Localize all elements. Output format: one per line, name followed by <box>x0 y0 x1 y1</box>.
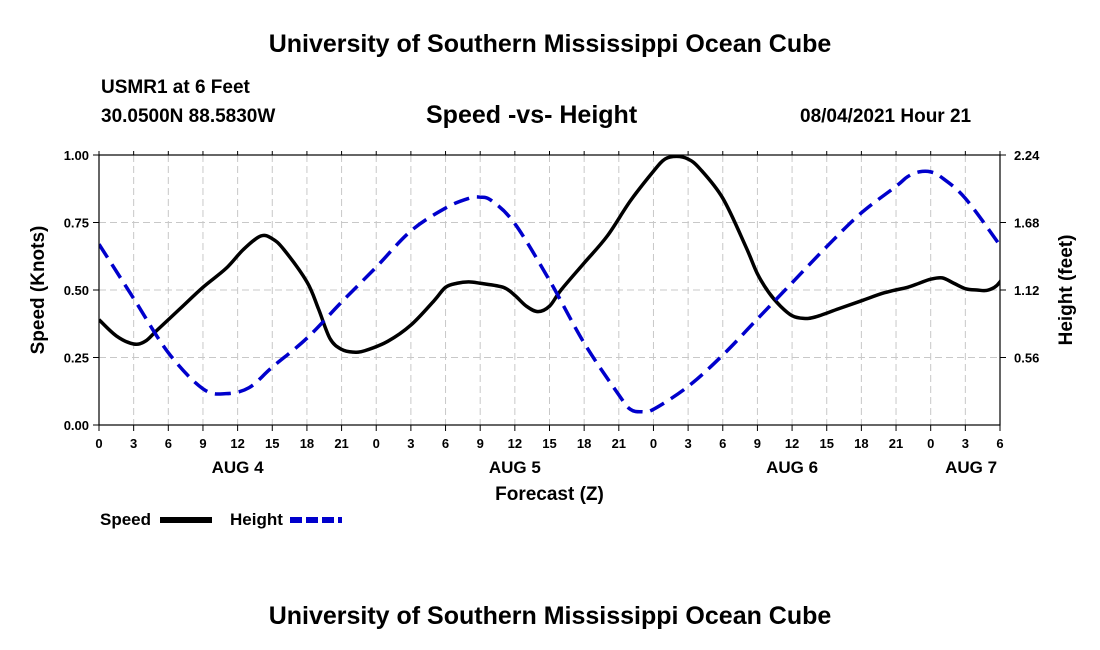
x-tick-label: 0 <box>650 436 657 451</box>
y-left-tick-label: 1.00 <box>64 148 89 163</box>
x-tick-label: 18 <box>300 436 314 451</box>
y-right-tick-label: 0.56 <box>1014 351 1039 366</box>
y-right-tick-label: 1.68 <box>1014 216 1039 231</box>
x-tick-label: 21 <box>889 436 903 451</box>
day-label: AUG 6 <box>766 458 818 477</box>
speed-line <box>99 154 1000 354</box>
x-tick-label: 9 <box>477 436 484 451</box>
series-lines <box>99 154 1000 414</box>
legend: Speed Height <box>100 510 342 529</box>
x-tick-label: 18 <box>577 436 591 451</box>
day-label: AUG 5 <box>489 458 541 477</box>
station-label: USMR1 at 6 Feet <box>101 77 250 98</box>
x-tick-label: 3 <box>130 436 137 451</box>
x-tick-label: 6 <box>996 436 1003 451</box>
forecast-datetime: 08/04/2021 Hour 21 <box>800 106 972 127</box>
x-tick-label: 6 <box>719 436 726 451</box>
top-title: University of Southern Mississippi Ocean… <box>268 30 832 58</box>
x-axis-label: Forecast (Z) <box>495 484 604 505</box>
chart-title: Speed -vs- Height <box>426 101 638 129</box>
y-left-tick-label: 0.00 <box>64 418 89 433</box>
day-label: AUG 7 <box>945 458 997 477</box>
x-tick-label: 12 <box>508 436 522 451</box>
x-tick-label: 6 <box>165 436 172 451</box>
axis-ticks: 0 3 6 9 12 15 18 21 0 3 6 9 12 15 18 21 0 3 6 9 12 15 18 21 0 3 6 0… <box>64 148 1040 477</box>
x-tick-label: 12 <box>230 436 244 451</box>
x-tick-label: 21 <box>334 436 348 451</box>
x-tick-label: 0 <box>95 436 102 451</box>
x-tick-label: 6 <box>442 436 449 451</box>
y-left-tick-label: 0.25 <box>64 351 89 366</box>
bottom-title: University of Southern Mississippi Ocean… <box>268 602 832 630</box>
station-coords: 30.0500N 88.5830W <box>101 106 276 127</box>
x-tick-label: 15 <box>819 436 833 451</box>
legend-height-label: Height <box>230 510 283 529</box>
y-right-tick-label: 1.12 <box>1014 283 1039 298</box>
x-tick-label: 0 <box>927 436 934 451</box>
x-tick-label: 0 <box>373 436 380 451</box>
x-tick-label: 9 <box>754 436 761 451</box>
day-label: AUG 4 <box>212 458 265 477</box>
x-tick-label: 21 <box>612 436 626 451</box>
x-tick-label: 9 <box>199 436 206 451</box>
y-left-tick-label: 0.75 <box>64 216 89 231</box>
x-tick-label: 15 <box>542 436 556 451</box>
x-tick-label: 15 <box>265 436 279 451</box>
x-tick-label: 12 <box>785 436 799 451</box>
gridlines <box>99 155 1000 425</box>
x-tick-label: 18 <box>854 436 868 451</box>
legend-speed-label: Speed <box>100 510 151 529</box>
y-axis-right-label: Height (feet) <box>1056 235 1077 346</box>
x-tick-label: 3 <box>407 436 414 451</box>
x-tick-label: 3 <box>684 436 691 451</box>
height-line <box>99 169 1000 414</box>
x-tick-label: 3 <box>962 436 969 451</box>
y-axis-left-label: Speed (Knots) <box>28 226 49 355</box>
y-right-tick-label: 2.24 <box>1014 148 1040 163</box>
y-left-tick-label: 0.50 <box>64 283 89 298</box>
